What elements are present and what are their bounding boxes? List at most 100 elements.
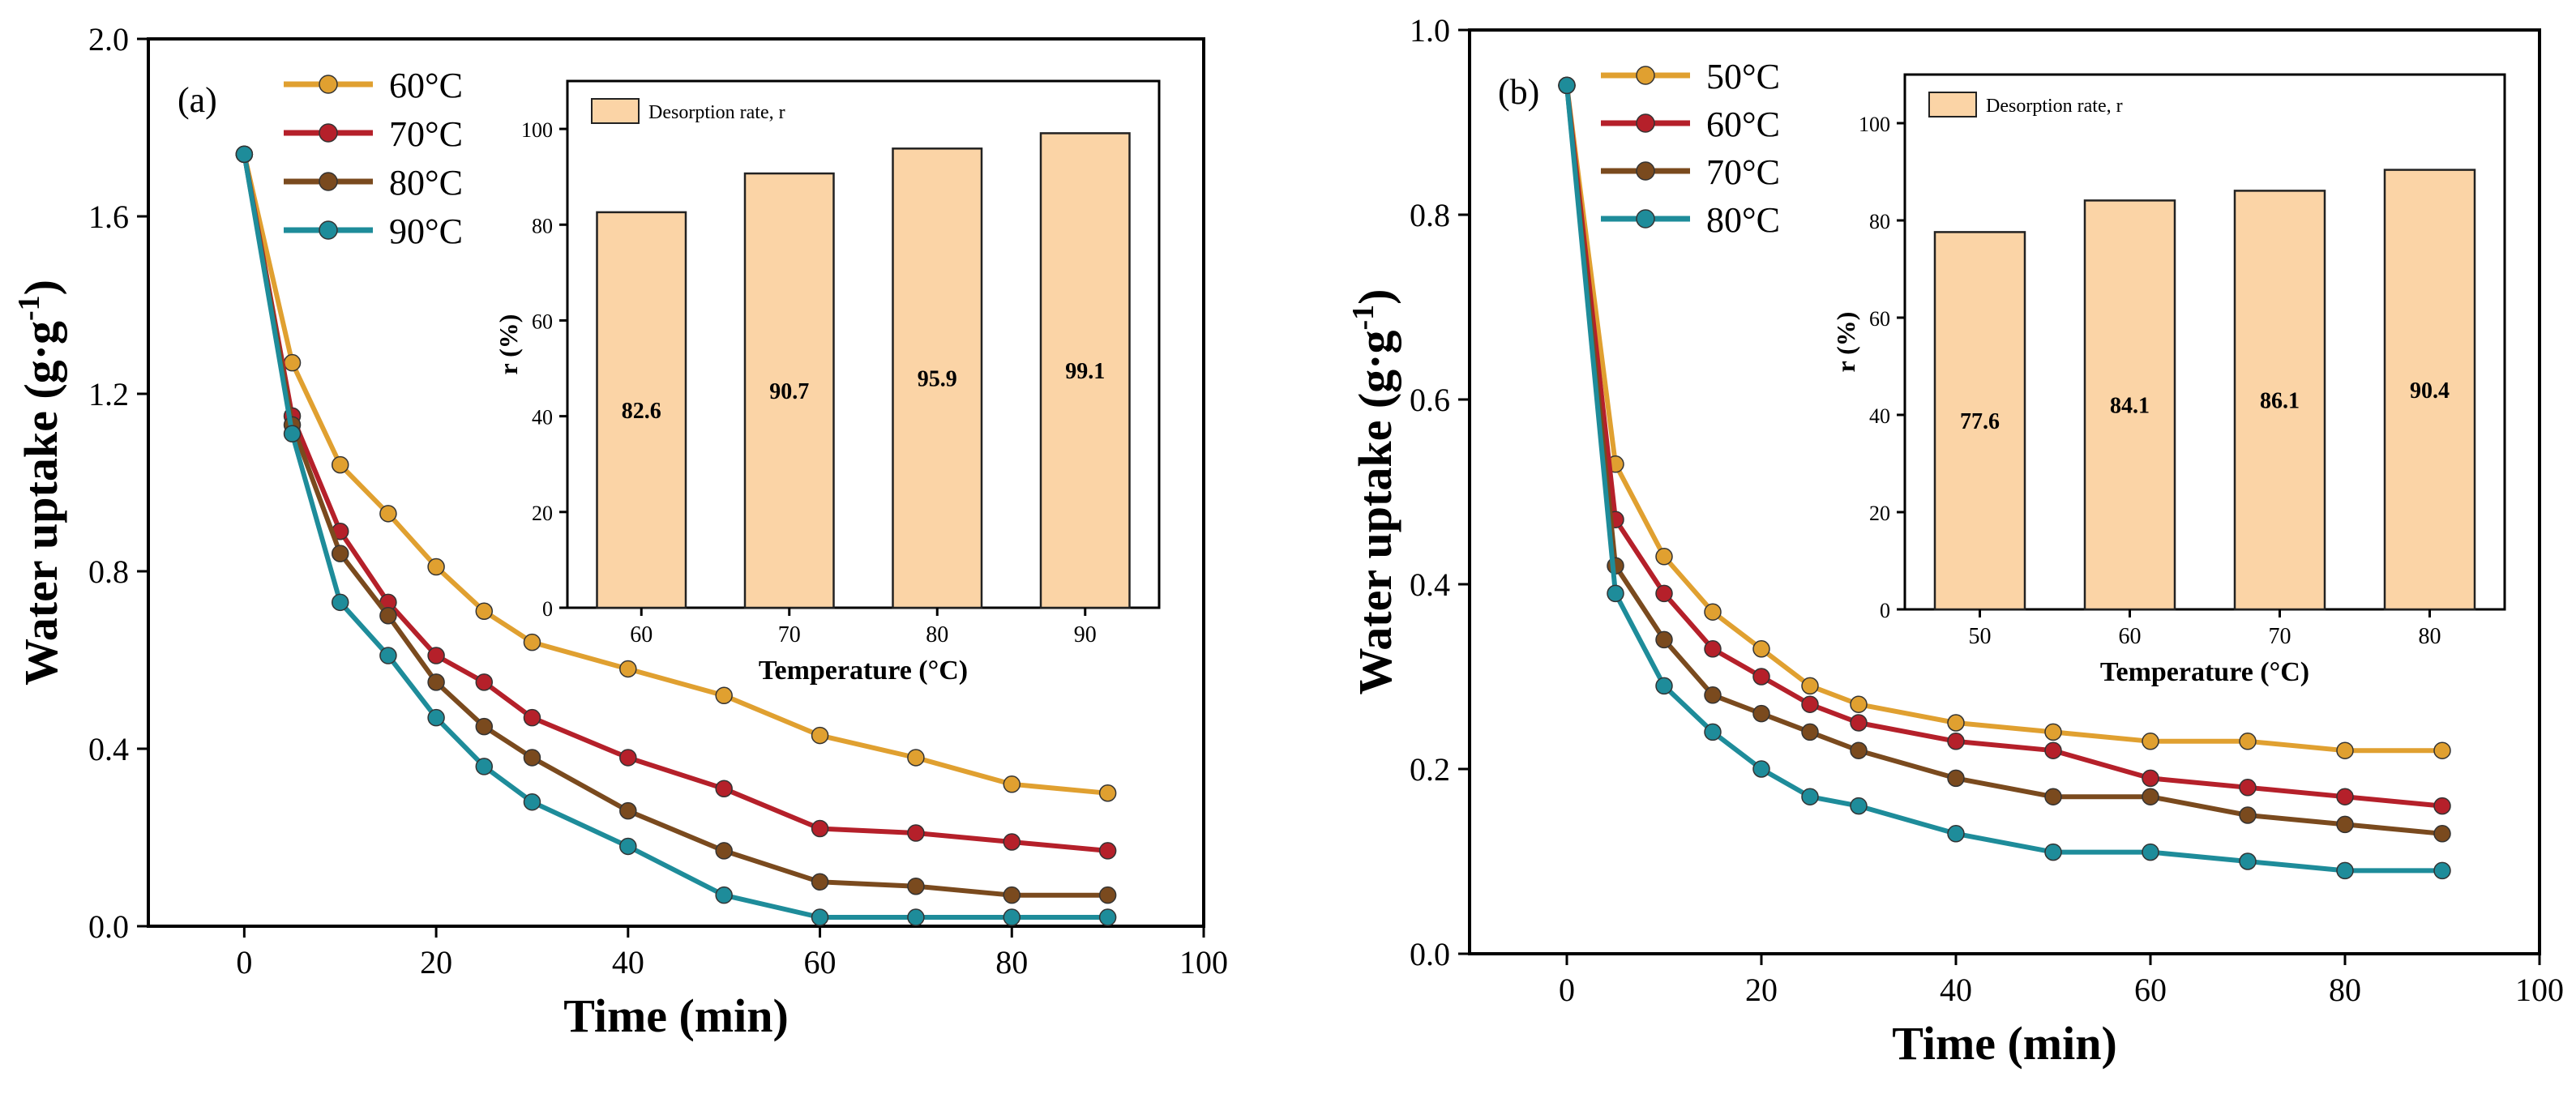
- x-tick-label: 100: [2515, 972, 2564, 1008]
- data-point: [619, 837, 637, 856]
- panel-label: (b): [1498, 72, 1539, 112]
- y-axis-label: Water uptake (g·g-1): [1346, 288, 1401, 694]
- data-point: [2336, 861, 2354, 880]
- data-point: [235, 145, 254, 164]
- y-tick-label: 1.0: [1410, 12, 1450, 49]
- data-point: [1801, 788, 1819, 805]
- inset-x-tick-label: 70: [2269, 624, 2291, 649]
- legend-swatch-marker: [319, 220, 338, 240]
- y-tick-label: 0.2: [1410, 751, 1450, 788]
- data-point: [1801, 723, 1819, 741]
- legend-label: 80°C: [389, 163, 463, 203]
- y-axis-label-end: ): [15, 280, 67, 295]
- x-axis-label: Time (min): [1892, 1017, 2117, 1070]
- data-point: [2336, 788, 2354, 805]
- legend-swatch-marker: [319, 75, 338, 94]
- inset-y-tick-label: 60: [532, 310, 553, 333]
- y-tick-label: 0.6: [1410, 382, 1450, 418]
- inset-y-tick-label: 100: [1859, 113, 1890, 136]
- data-point: [2044, 741, 2062, 759]
- data-point: [1947, 714, 1965, 732]
- inset-x-axis-label: Temperature (°C): [759, 656, 968, 686]
- inset-x-tick-label: 60: [2119, 624, 2142, 649]
- inset-bar-value-label: 86.1: [2260, 389, 2300, 414]
- data-point: [427, 647, 445, 664]
- y-tick-label: 0.0: [1410, 936, 1450, 972]
- data-point: [1655, 548, 1673, 566]
- data-point: [379, 607, 397, 625]
- data-point: [715, 886, 733, 904]
- y-tick-label: 0.4: [88, 731, 129, 767]
- data-point: [523, 749, 541, 767]
- data-point: [715, 842, 733, 860]
- inset-legend-swatch: [591, 98, 640, 124]
- data-point: [1947, 825, 1965, 843]
- y-tick-label: 2.0: [88, 21, 129, 58]
- y-tick-label: 1.2: [88, 376, 129, 412]
- data-point: [283, 353, 302, 372]
- x-axis-label: Time (min): [563, 989, 789, 1042]
- data-point: [379, 505, 397, 523]
- legend-label: 60°C: [1706, 105, 1780, 144]
- data-point: [523, 793, 541, 811]
- legend-label: 70°C: [1706, 152, 1780, 192]
- inset-x-tick-label: 80: [2419, 624, 2441, 649]
- y-tick-label: 1.6: [88, 199, 129, 235]
- data-point: [331, 593, 349, 612]
- inset-x-tick-label: 90: [1074, 622, 1097, 647]
- inset-x-axis-label: Temperature (°C): [2100, 657, 2309, 687]
- data-point: [1098, 908, 1117, 926]
- data-point: [283, 425, 302, 443]
- inset-bar-50: [1933, 231, 2026, 611]
- data-point: [427, 708, 445, 727]
- inset-bar-value-label: 90.4: [2410, 378, 2450, 404]
- legend-label: 60°C: [389, 66, 463, 105]
- data-point: [619, 749, 637, 767]
- data-point: [2433, 825, 2451, 843]
- data-point: [907, 877, 925, 895]
- data-point: [331, 455, 349, 474]
- data-point: [1947, 733, 1965, 750]
- inset-bar-value-label: 90.7: [769, 379, 809, 404]
- x-tick-label: 20: [1745, 972, 1778, 1008]
- inset-bar-70: [743, 172, 835, 609]
- legend-swatch-marker: [1636, 161, 1655, 181]
- data-point: [2433, 861, 2451, 880]
- data-point: [331, 545, 349, 562]
- x-tick-label: 0: [1559, 972, 1575, 1008]
- legend-swatch-marker: [319, 172, 338, 191]
- inset-x-tick-label: 60: [630, 622, 653, 647]
- inset-y-tick-label: 100: [521, 118, 553, 142]
- chart-panel-b: 0 20 40 60 80 100 0.0 0.2 0.4 0.6 0.8 1.0 Time (min)…: [1346, 12, 2564, 1070]
- inset-y-axis-label: r (%): [494, 314, 523, 375]
- inset-legend-swatch: [1928, 92, 1977, 117]
- inset-bar-60: [2083, 199, 2176, 611]
- data-point: [1098, 784, 1117, 802]
- data-point: [1607, 584, 1624, 603]
- data-point: [811, 873, 829, 891]
- inset-y-tick-label: 40: [1869, 404, 1890, 428]
- data-point: [1558, 76, 1576, 95]
- inset-legend-label: Desorption rate, r: [648, 102, 785, 123]
- y-axis-label-superscript: -1: [1346, 305, 1380, 331]
- data-point: [1752, 640, 1770, 658]
- inset-x-tick-label: 80: [926, 622, 948, 647]
- x-tick-label: 60: [804, 944, 837, 981]
- x-tick-label: 40: [1940, 972, 1972, 1008]
- data-point: [427, 673, 445, 691]
- data-point: [2142, 733, 2159, 750]
- data-point: [1850, 797, 1868, 815]
- data-point: [1850, 741, 1868, 759]
- data-point: [1003, 886, 1021, 904]
- panel-label: (a): [178, 80, 217, 120]
- data-point: [1098, 842, 1117, 860]
- y-tick-label: 0.0: [88, 908, 129, 945]
- inset-x-tick-label: 70: [778, 622, 801, 647]
- inset-bar-value-label: 84.1: [2110, 394, 2150, 419]
- data-point: [1704, 603, 1722, 621]
- data-point: [1801, 677, 1819, 695]
- data-point: [619, 660, 637, 678]
- inset-bar-80: [2383, 169, 2476, 611]
- data-point: [1704, 723, 1722, 741]
